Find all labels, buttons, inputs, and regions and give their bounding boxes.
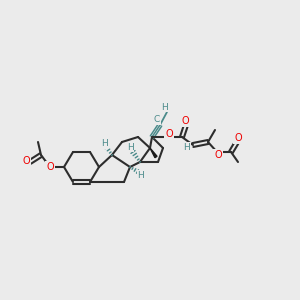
Text: H: H <box>138 170 144 179</box>
Polygon shape <box>150 148 157 158</box>
Text: O: O <box>165 129 173 139</box>
Text: O: O <box>214 150 222 160</box>
Text: C: C <box>154 116 160 124</box>
Text: H: H <box>127 142 134 152</box>
Text: O: O <box>234 133 242 143</box>
Text: H: H <box>102 140 108 148</box>
Text: H: H <box>184 142 190 152</box>
Text: O: O <box>181 116 189 126</box>
Text: H: H <box>162 103 168 112</box>
Text: O: O <box>22 156 30 166</box>
Text: O: O <box>46 162 54 172</box>
